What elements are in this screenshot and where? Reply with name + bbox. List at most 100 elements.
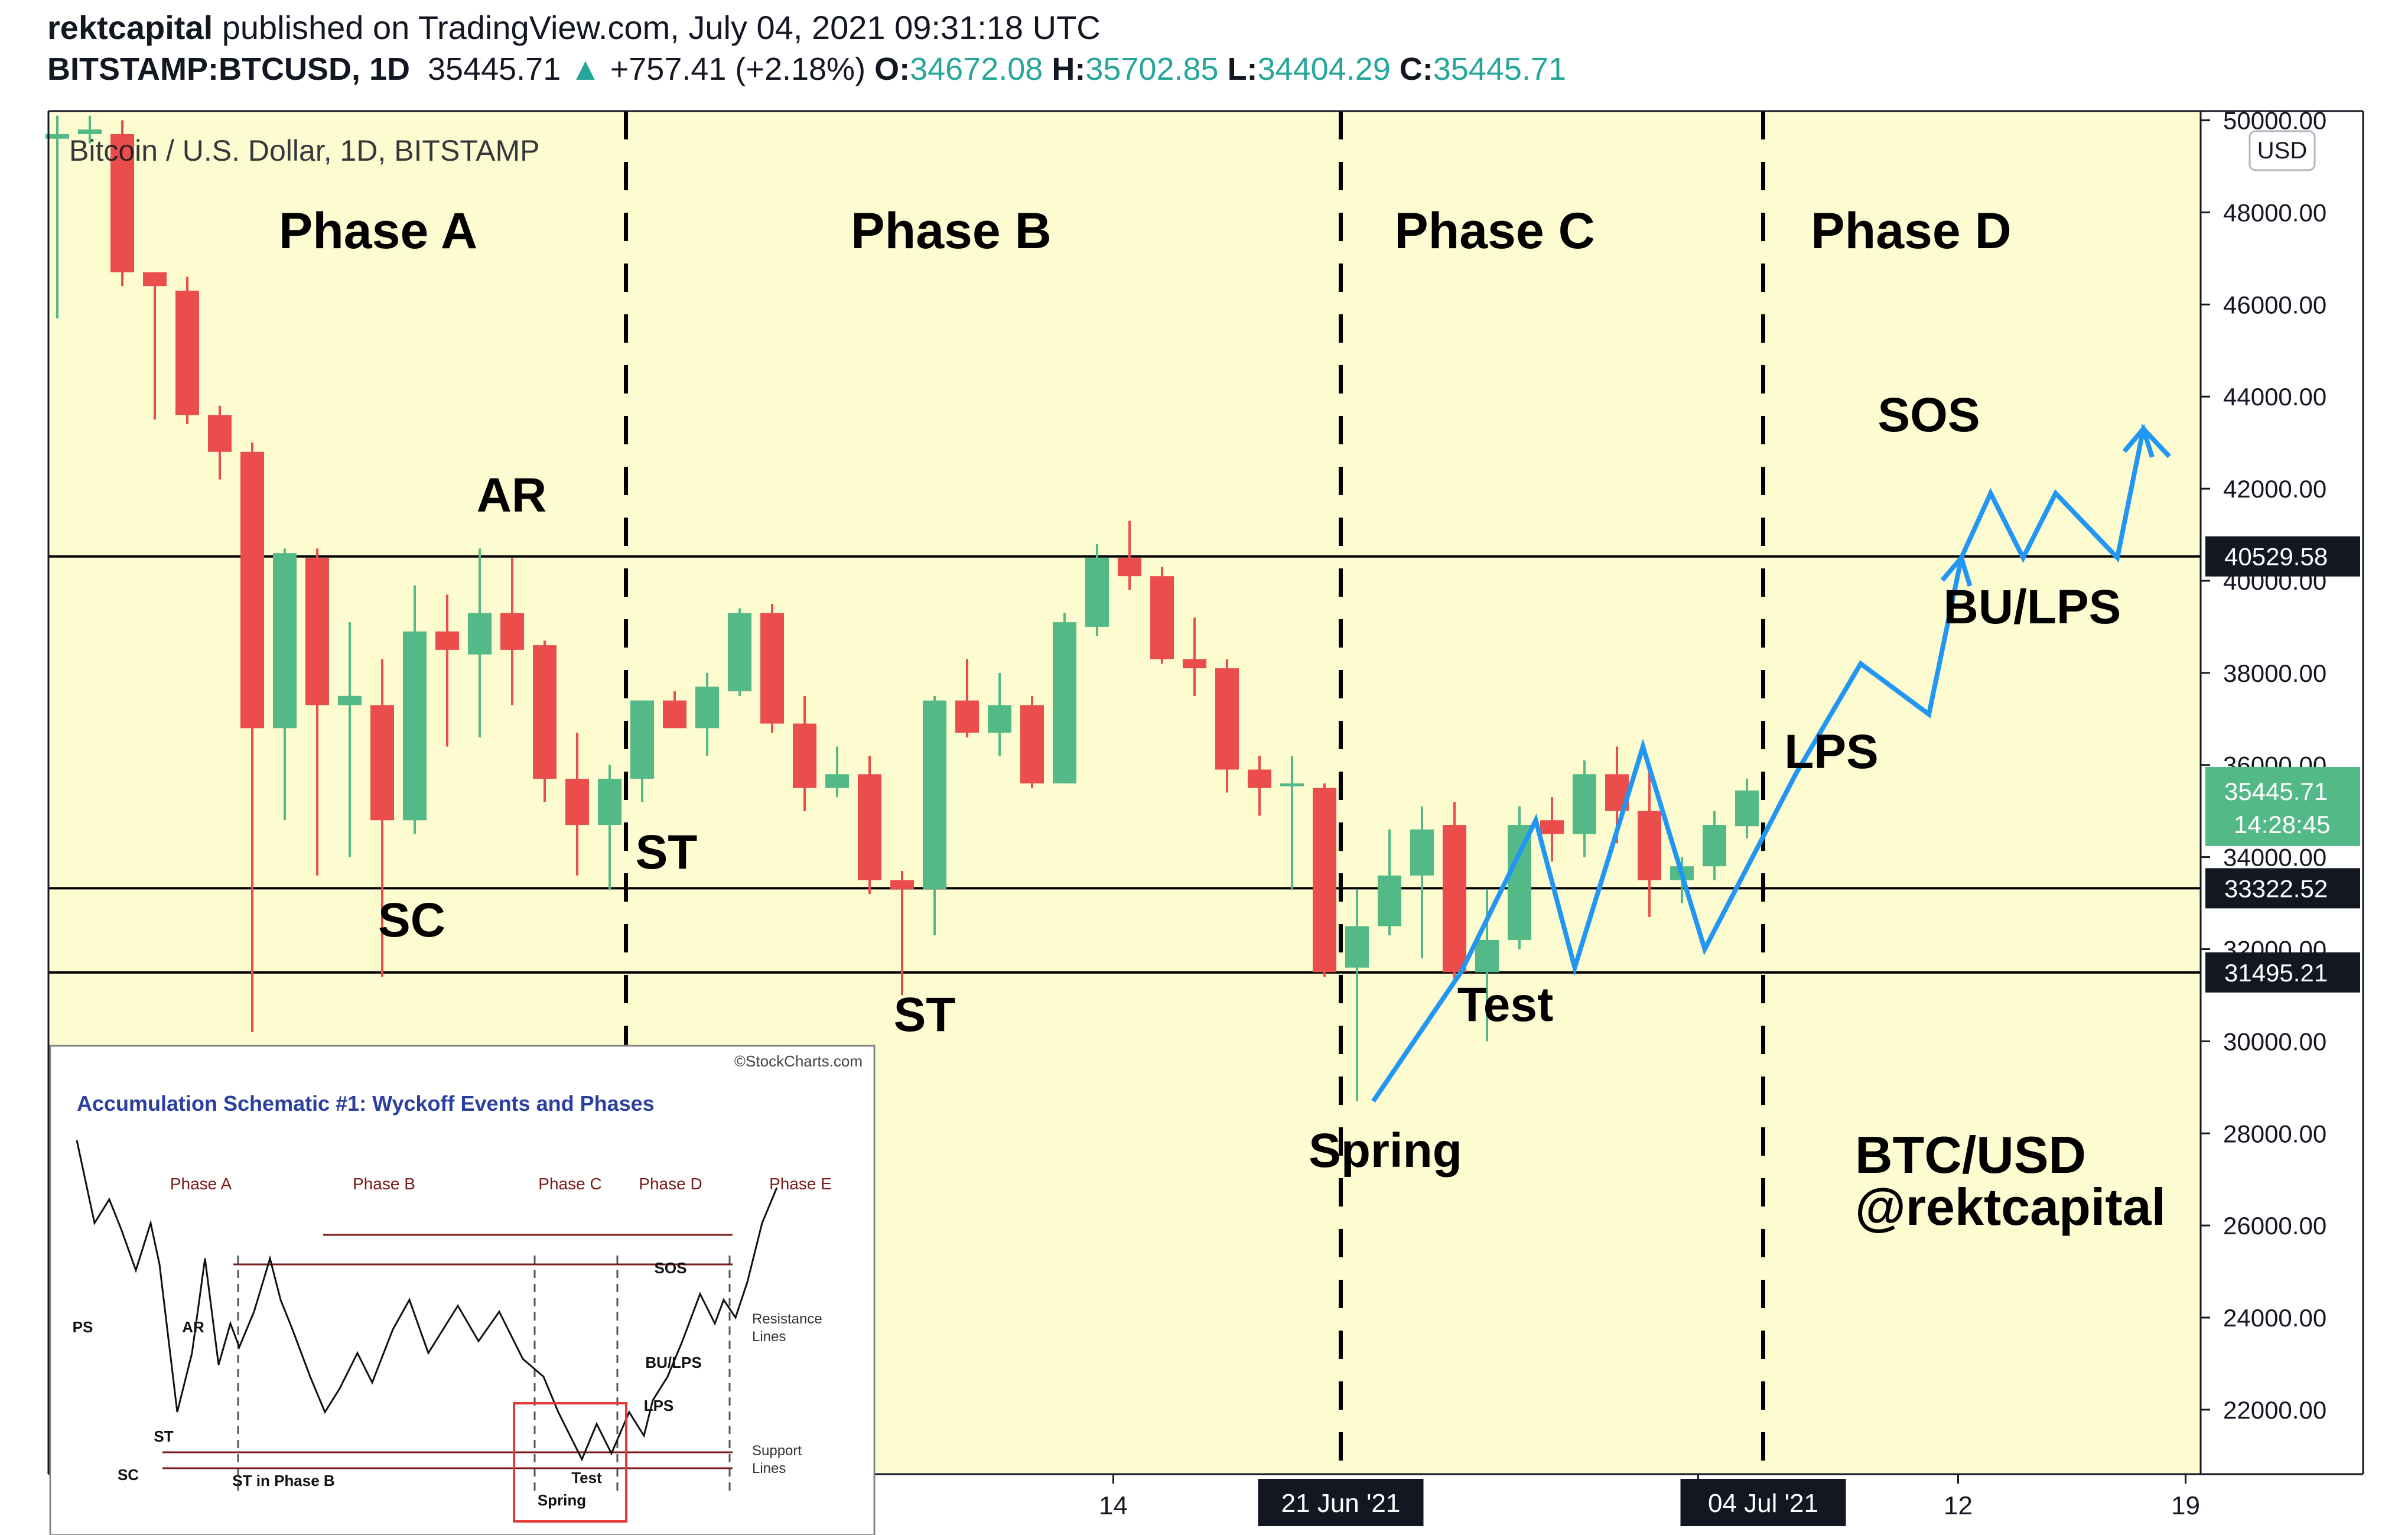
x-crosshair-label: 04 Jul '21	[1708, 1489, 1818, 1518]
candle[interactable]	[370, 659, 394, 977]
open-label: O:	[874, 51, 910, 87]
projection-path[interactable]	[1371, 424, 2171, 1103]
candle[interactable]	[533, 640, 557, 802]
candle-body	[728, 613, 751, 692]
candle[interactable]	[78, 115, 102, 144]
candle-body	[890, 880, 914, 890]
chart-title: Bitcoin / U.S. Dollar, 1D, BITSTAMP	[69, 134, 540, 167]
candle-body	[78, 129, 102, 134]
candle-body	[110, 134, 134, 272]
candle[interactable]	[468, 548, 492, 737]
candle[interactable]	[143, 272, 167, 420]
close-value: 35445.71	[1433, 51, 1566, 87]
candle[interactable]	[273, 548, 297, 821]
candle[interactable]	[1443, 802, 1466, 982]
candle-body	[1573, 774, 1596, 834]
candle[interactable]	[110, 120, 134, 287]
symbol-label[interactable]: BITSTAMP:BTCUSD, 1D	[47, 51, 410, 87]
candle[interactable]	[1020, 695, 1044, 788]
author-name[interactable]: rektcapital	[47, 9, 213, 46]
candle-body	[695, 687, 719, 729]
candle[interactable]	[955, 659, 979, 737]
candle[interactable]	[1703, 811, 1726, 880]
candle-body	[1345, 926, 1369, 968]
candle[interactable]	[923, 695, 946, 936]
candle[interactable]	[1540, 797, 1564, 862]
candle[interactable]	[1248, 756, 1271, 816]
candle[interactable]	[988, 672, 1011, 756]
candle[interactable]	[565, 733, 589, 876]
price-level-badge[interactable]	[2205, 952, 2360, 993]
candle[interactable]	[1085, 544, 1109, 636]
candle[interactable]	[630, 700, 654, 802]
candle[interactable]	[760, 603, 784, 733]
schematic-event-label: LPS	[644, 1397, 674, 1414]
candle[interactable]	[1215, 659, 1239, 793]
candle[interactable]	[825, 746, 849, 798]
candle-body	[1150, 576, 1174, 659]
x-crosshair-badge[interactable]	[1258, 1479, 1424, 1526]
candle[interactable]	[500, 558, 524, 705]
close-label: C:	[1399, 51, 1433, 87]
event-annotation: ST	[636, 825, 698, 879]
candle[interactable]	[1410, 806, 1434, 959]
candle[interactable]	[1150, 567, 1174, 664]
high-label: H:	[1052, 51, 1086, 87]
candle-body	[1508, 825, 1531, 940]
schematic-spring-box	[513, 1402, 627, 1523]
schematic-inset[interactable]	[49, 1045, 876, 1535]
candle[interactable]	[598, 765, 621, 890]
candle[interactable]	[240, 443, 264, 1032]
event-annotation: AR	[477, 469, 546, 522]
candle[interactable]	[1573, 760, 1596, 857]
published-text: published on TradingView.com, July 04, 2…	[222, 9, 1101, 46]
candle[interactable]	[1378, 829, 1401, 936]
candle-body	[1475, 939, 1499, 973]
candle[interactable]	[1735, 778, 1759, 839]
candle[interactable]	[663, 691, 686, 729]
schematic-event-label: Test	[571, 1469, 602, 1487]
current-price-badge[interactable]	[2205, 766, 2360, 846]
candle-body	[403, 631, 427, 821]
candle[interactable]	[403, 585, 427, 834]
candle[interactable]	[208, 405, 232, 480]
candle[interactable]	[858, 756, 881, 894]
low-value: 34404.29	[1257, 51, 1391, 87]
candle[interactable]	[1183, 617, 1206, 696]
x-crosshair-label: 21 Jun '21	[1281, 1489, 1401, 1518]
x-crosshair-badge[interactable]	[1680, 1479, 1846, 1526]
candle-body	[435, 631, 459, 650]
y-tick-label: 46000.00	[2223, 291, 2326, 318]
phase-label: Phase A	[279, 203, 477, 259]
candle[interactable]	[1638, 769, 1661, 917]
candle-body	[1443, 825, 1466, 973]
candle[interactable]	[435, 594, 459, 747]
x-tick-label: 19	[2171, 1491, 2200, 1520]
event-annotation: SOS	[1877, 388, 1980, 442]
candle[interactable]	[793, 695, 816, 811]
candle[interactable]	[1280, 756, 1304, 890]
candle[interactable]	[890, 870, 914, 996]
candle[interactable]	[1508, 806, 1531, 949]
price-level-badge[interactable]	[2205, 536, 2360, 577]
candle[interactable]	[1053, 613, 1076, 783]
candle[interactable]	[338, 622, 362, 857]
candle[interactable]	[1118, 521, 1141, 590]
candle-body	[1703, 825, 1726, 867]
schematic-support-label: Support	[752, 1443, 802, 1459]
candle[interactable]	[1345, 889, 1369, 1101]
currency-badge[interactable]	[2248, 130, 2316, 171]
candle[interactable]	[695, 672, 719, 756]
publish-line: rektcapital published on TradingView.com…	[47, 8, 1101, 47]
candle-body	[1280, 783, 1304, 786]
candle[interactable]	[305, 548, 329, 876]
candle[interactable]	[175, 277, 199, 424]
y-tick-label: 24000.00	[2223, 1304, 2326, 1332]
candle[interactable]	[45, 115, 69, 318]
candle-body	[1215, 668, 1239, 770]
candle[interactable]	[728, 608, 751, 696]
price-level-badge[interactable]	[2205, 868, 2360, 909]
lps-arrow-head	[1940, 552, 1973, 587]
candle[interactable]	[1313, 783, 1336, 977]
